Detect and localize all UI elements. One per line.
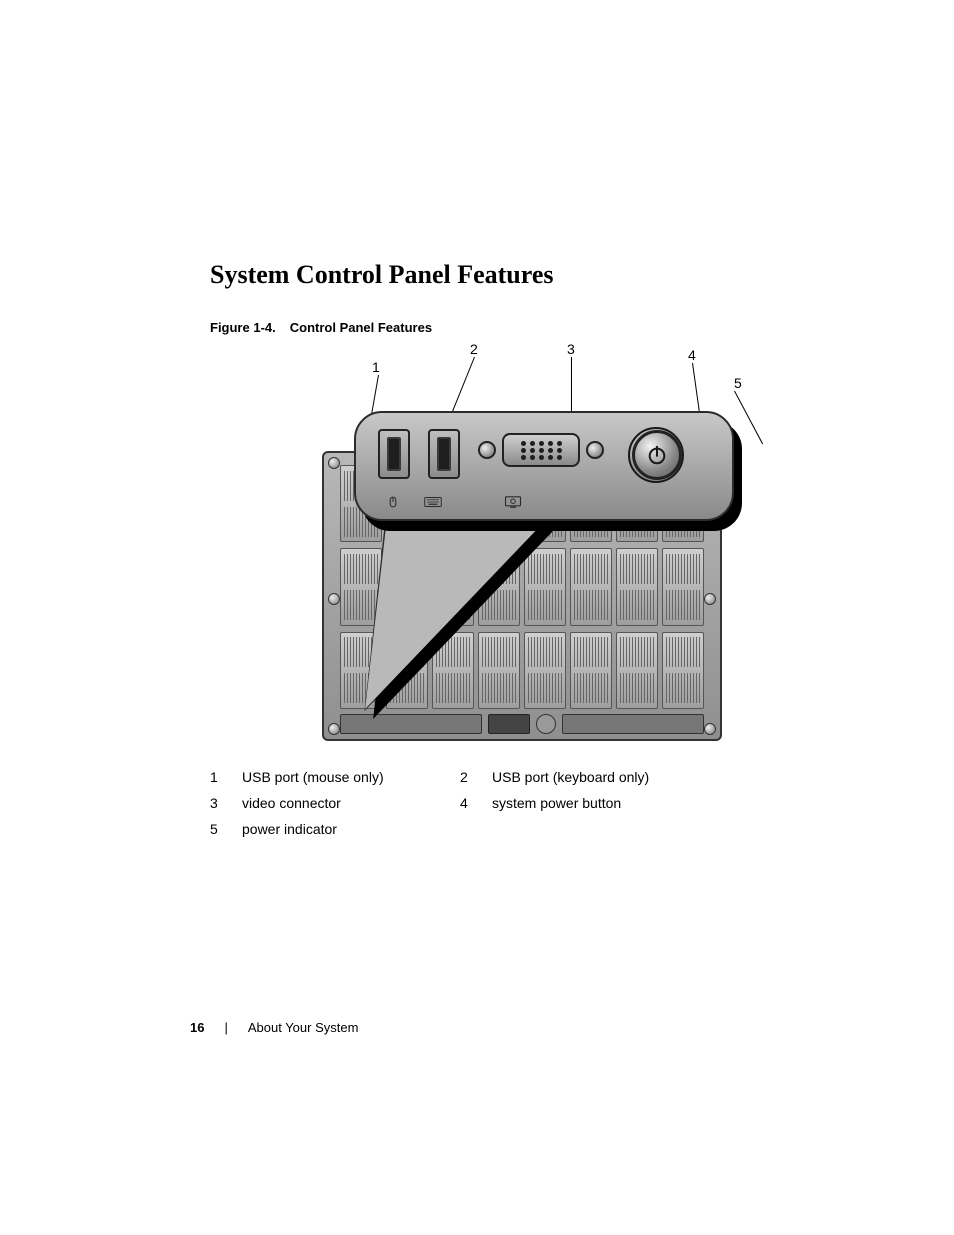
keyboard-icon <box>424 495 442 509</box>
footer-separator: | <box>224 1020 227 1035</box>
footer-section: About Your System <box>248 1020 359 1035</box>
figure-caption: Figure 1-4. Control Panel Features <box>210 320 834 335</box>
blade-slot <box>570 548 612 625</box>
screw-icon <box>328 593 340 605</box>
document-page: System Control Panel Features Figure 1-4… <box>0 0 954 1235</box>
usb-slot <box>437 437 451 471</box>
page-number: 16 <box>190 1020 204 1035</box>
legend-text: USB port (mouse only) <box>242 769 452 785</box>
figure-legend: 1 USB port (mouse only) 2 USB port (keyb… <box>210 769 834 837</box>
blade-slot <box>662 548 704 625</box>
monitor-icon <box>504 495 522 509</box>
figure-caption-title: Control Panel Features <box>290 320 432 335</box>
blade-slot <box>616 548 658 625</box>
bottom-segment <box>488 714 530 734</box>
callout-label-5: 5 <box>734 375 742 391</box>
mouse-icon <box>384 495 402 509</box>
page-title: System Control Panel Features <box>210 260 834 290</box>
figure-caption-prefix: Figure 1-4. <box>210 320 276 335</box>
legend-text: power indicator <box>242 821 452 837</box>
legend-text: USB port (keyboard only) <box>492 769 702 785</box>
screw-icon <box>328 457 340 469</box>
blade-slot <box>616 632 658 709</box>
callout-label-4: 4 <box>688 347 696 363</box>
legend-number: 3 <box>210 795 234 811</box>
legend-number: 1 <box>210 769 234 785</box>
video-connector <box>478 433 604 467</box>
bottom-segment <box>562 714 704 734</box>
figure-diagram: 1 2 3 4 5 <box>302 351 742 751</box>
legend-text: video connector <box>242 795 452 811</box>
port-icons-row <box>384 495 522 509</box>
power-indicator <box>628 427 684 483</box>
vga-screw-icon <box>586 441 604 459</box>
legend-text: system power button <box>492 795 702 811</box>
legend-number: 5 <box>210 821 234 837</box>
vga-screw-icon <box>478 441 496 459</box>
usb-slot <box>387 437 401 471</box>
vga-port <box>502 433 580 467</box>
screw-icon <box>328 723 340 735</box>
callout-label-2: 2 <box>470 341 478 357</box>
blade-slot <box>524 632 566 709</box>
blade-slot <box>570 632 612 709</box>
blade-slot <box>662 632 704 709</box>
legend-number: 2 <box>460 769 484 785</box>
screw-icon <box>704 723 716 735</box>
callout-label-3: 3 <box>567 341 575 357</box>
page-footer: 16 | About Your System <box>190 1020 358 1035</box>
screw-icon <box>704 593 716 605</box>
usb-port-mouse <box>378 429 410 479</box>
usb-port-keyboard <box>428 429 460 479</box>
power-icon <box>646 444 668 466</box>
legend-number: 4 <box>460 795 484 811</box>
bottom-indicator <box>536 714 556 734</box>
control-panel-callout <box>354 411 734 521</box>
callout-label-1: 1 <box>372 359 380 375</box>
system-power-button <box>632 430 682 480</box>
